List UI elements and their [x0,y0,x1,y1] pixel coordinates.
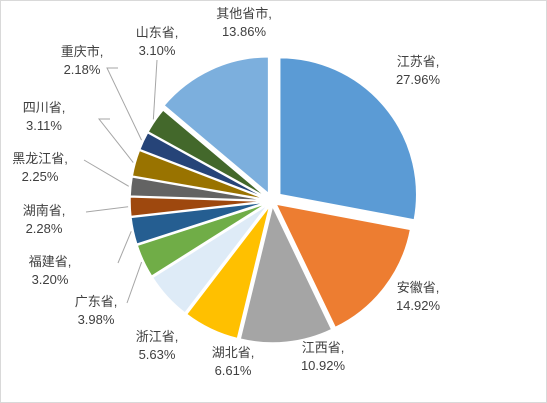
slice-label-name-7: 湖南省, [23,203,66,218]
slice-label-value-4: 5.63% [139,347,176,362]
slice-6 [130,201,268,246]
slice-label-value-7: 2.28% [26,221,63,236]
slice-label-value-2: 10.92% [301,358,346,373]
slice-label-name-5: 广东省, [75,294,118,309]
slice-label-value-0: 27.96% [396,72,441,87]
slice-9 [131,149,268,201]
slice-5 [136,202,268,278]
slice-label-name-12: 其他省市, [216,6,272,21]
data-labels: 江苏省, 27.96% 安徽省, 14.92% 江西省, 10.92% 湖北省, 6.61% 浙… [12,6,440,378]
slice-label-name-0: 江苏省, [397,54,440,69]
slice-label-name-4: 浙江省, [136,329,179,344]
slice-label-name-2: 江西省, [302,340,345,355]
slice-label-value-1: 14.92% [396,298,441,313]
slice-2 [239,203,333,344]
slice-label-name-1: 安徽省, [397,280,440,295]
slice-label-value-12: 13.86% [222,24,267,39]
leader-line-10 [106,67,142,141]
slice-label-name-6: 福建省, [29,254,72,269]
slice-1 [274,203,412,329]
leader-line-9 [97,118,134,163]
slice-11 [146,108,269,199]
slice-label-value-3: 6.61% [215,363,252,378]
slice-12 [162,55,270,196]
pie-slices [129,55,418,344]
slice-label-value-5: 3.98% [78,312,115,327]
slice-3 [185,205,271,340]
leader-line-11 [152,59,158,120]
slice-label-name-10: 重庆市, [61,44,104,59]
slice-label-name-11: 山东省, [136,25,179,40]
leader-line-6 [117,231,132,264]
leader-lines [83,59,158,304]
slice-label-value-10: 2.18% [64,62,101,77]
slice-4 [151,203,269,315]
slice-10 [138,131,268,200]
slice-label-name-3: 湖北省, [212,345,255,360]
slice-label-value-11: 3.10% [139,43,176,58]
leader-line-7 [85,206,129,213]
slice-label-value-9: 3.11% [26,118,62,133]
leader-line-5 [126,261,143,304]
slice-0 [278,56,418,221]
slice-label-value-8: 2.25% [22,169,59,184]
slice-label-name-9: 四川省, [23,100,66,115]
slice-8 [129,176,268,202]
leader-line-8 [83,159,130,187]
slice-label-value-6: 3.20% [32,272,69,287]
slice-label-name-8: 黑龙江省, [12,151,68,166]
